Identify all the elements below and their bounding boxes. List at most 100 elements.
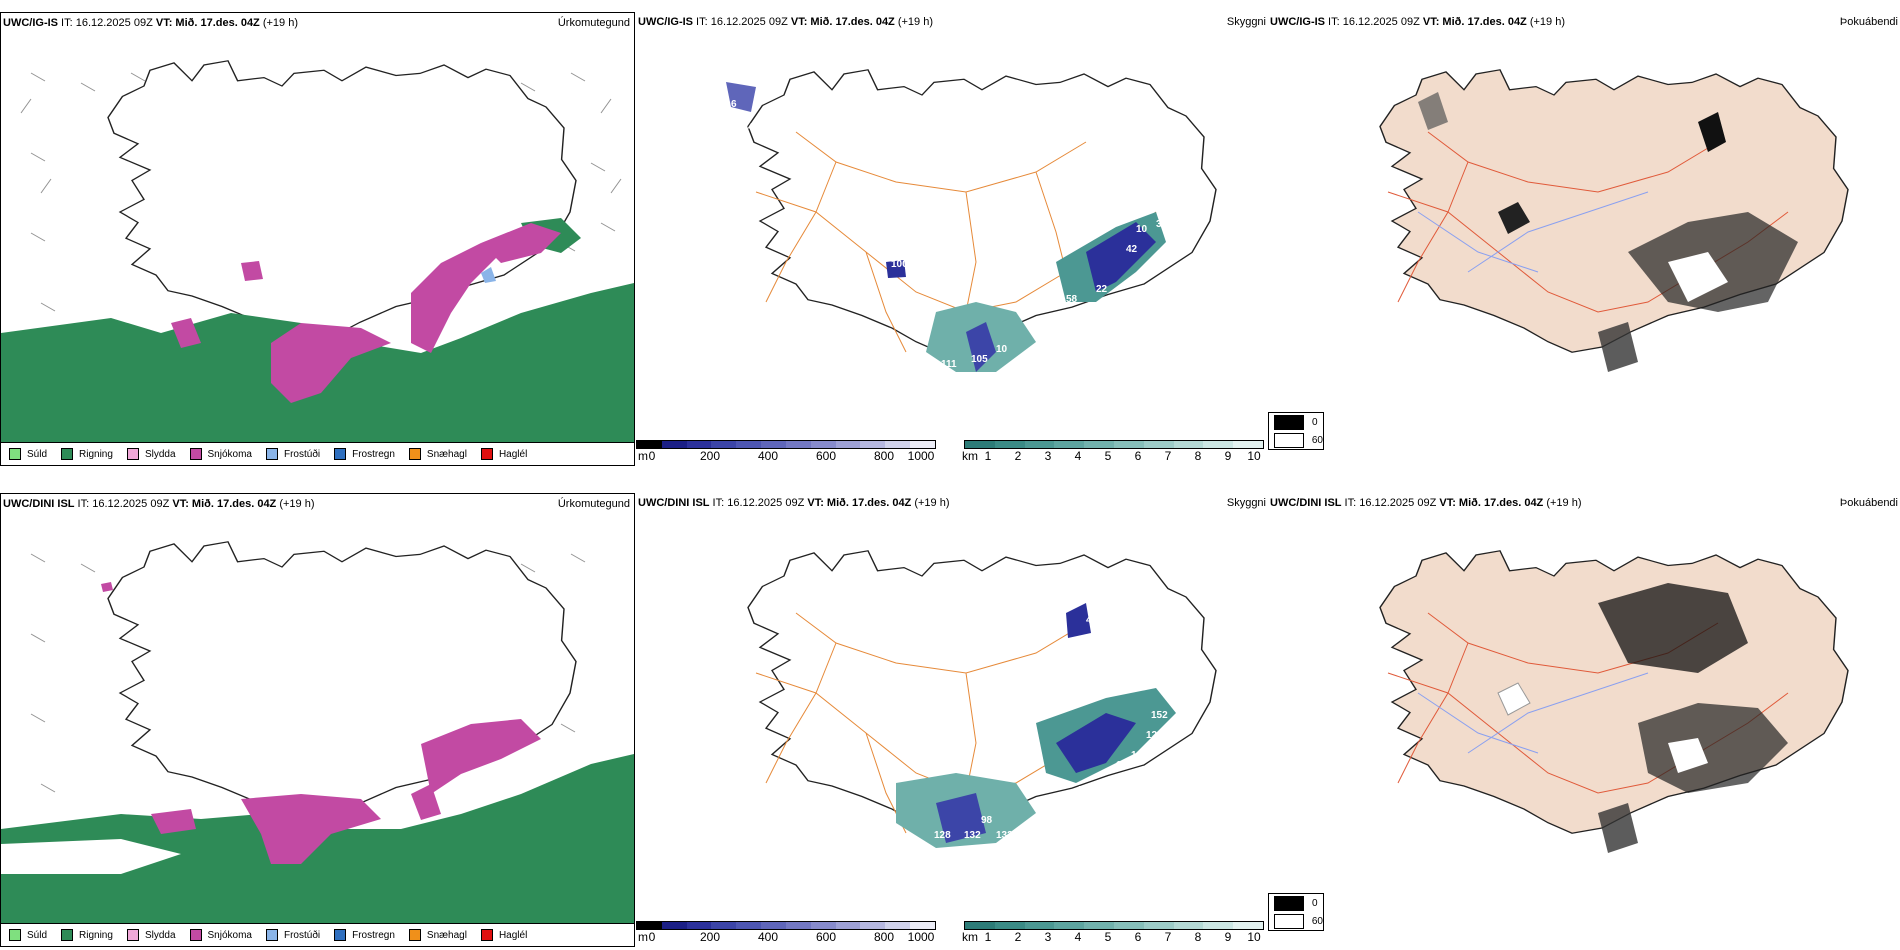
panel-header: UWC/DINI ISL IT: 16.12.2025 09Z VT: Mið.… <box>638 497 950 509</box>
visibility-value-label: 100 <box>891 259 908 270</box>
panel-header: UWC/DINI ISL IT: 16.12.2025 09Z VT: Mið.… <box>3 498 315 510</box>
visibility-value-label: 22 <box>1096 284 1108 295</box>
visibility-value-label: 111 <box>941 359 957 370</box>
visibility-value-label: 98 <box>981 815 993 826</box>
visibility-value-label: 203 <box>934 865 951 876</box>
visibility-tick: 6 <box>1134 449 1142 463</box>
visibility-tick: 7 <box>1164 449 1172 463</box>
panel-header: UWC/IG-IS IT: 16.12.2025 09Z VT: Mið. 17… <box>3 17 298 29</box>
ceiling-colorbar: m 0 200 400 600 800 1000 <box>636 440 936 463</box>
visibility-tick: 7 <box>1164 930 1172 944</box>
ceiling-unit: m <box>638 930 648 944</box>
ceiling-tick: 200 <box>699 449 721 463</box>
visibility-value-label: 128 <box>934 830 951 841</box>
fog-map <box>1379 550 1849 853</box>
panel-header: UWC/IG-IS IT: 16.12.2025 09Z VT: Mið. 17… <box>1270 16 1565 28</box>
visibility-panel-title: Skyggni <box>1226 497 1266 509</box>
ceiling-colorbar: m 0 200 400 600 800 1000 <box>636 921 936 944</box>
visibility-tick: 4 <box>1074 930 1082 944</box>
visibility-value-label: 20 <box>776 134 788 145</box>
visibility-value-label: 2 <box>946 234 952 245</box>
visibility-value-label: 162 <box>1131 750 1148 761</box>
legend-item-frostudi: Frostúði <box>265 448 320 460</box>
panel-header: UWC/IG-IS IT: 16.12.2025 09Z VT: Mið. 17… <box>638 16 933 28</box>
visibility-panel-title: Skyggni <box>1226 16 1266 28</box>
legend-item-slydda: Slydda <box>126 448 176 460</box>
legend-item-sudld: Súld <box>9 448 47 460</box>
visibility-tick: 10 <box>1247 930 1261 944</box>
precip-panel-title: Úrkomutegund <box>557 498 630 510</box>
visibility-map: 103 7262420100211101010424122583710105111… <box>724 69 1217 400</box>
ceiling-tick: 1000 <box>907 449 935 463</box>
fog-indicator-panel-igis: UWC/IG-IS IT: 16.12.2025 09Z VT: Mið. 17… <box>1268 12 1900 464</box>
visibility-tick: 8 <box>1194 930 1202 944</box>
visibility-value-label: 132 <box>964 830 981 841</box>
visibility-value-label: 122 <box>1146 730 1163 741</box>
visibility-colorbar-strip <box>964 440 1264 449</box>
ceiling-tick: 600 <box>815 449 837 463</box>
legend-item-rigning: Rigning <box>61 929 113 941</box>
legend-item-frostregn: Frostregn <box>334 929 395 941</box>
visibility-tick: 8 <box>1194 449 1202 463</box>
visibility-value-label: 4 <box>748 122 754 133</box>
visibility-value-label: 6 <box>731 99 737 110</box>
visibility-value-label: 84 <box>966 870 978 881</box>
precip-type-panel-dini: UWC/DINI ISL IT: 16.12.2025 09Z VT: Mið.… <box>0 493 635 947</box>
visibility-tick: 9 <box>1224 449 1232 463</box>
legend-item-snaehagl: Snæhagl <box>408 929 467 941</box>
visibility-value-label: 53 <box>998 845 1010 856</box>
visibility-tick: 1 <box>984 449 992 463</box>
legend-item-frostudi: Frostúði <box>265 929 320 941</box>
visibility-value-label: 10 <box>1136 224 1148 235</box>
ceiling-unit: m <box>638 449 648 463</box>
ceiling-tick: 400 <box>757 930 779 944</box>
fog-panel-title: Þokuábendi <box>1839 497 1898 509</box>
visibility-value-label: 152 <box>1151 710 1168 721</box>
visibility-value-label: 10 <box>1046 244 1058 255</box>
legend-item-rigning: Rigning <box>61 448 113 460</box>
visibility-tick: 2 <box>1014 930 1022 944</box>
visibility-tick: 3 <box>1044 930 1052 944</box>
ceiling-tick: 400 <box>757 449 779 463</box>
precip-map <box>1 60 634 443</box>
visibility-value-label: 64 <box>971 389 983 400</box>
visibility-tick: 10 <box>1247 449 1261 463</box>
ceiling-tick: 600 <box>815 930 837 944</box>
visibility-tick: 5 <box>1104 449 1112 463</box>
legend-item-sudld: Súld <box>9 929 47 941</box>
fog-map <box>1379 69 1849 372</box>
visibility-value-label: 84 <box>966 850 978 861</box>
fog-legend: 0 60 <box>1268 893 1324 931</box>
legend-item-hagel: Haglél <box>480 448 527 460</box>
fog-legend-label: 60 <box>1311 434 1323 446</box>
legend-item-hagel: Haglél <box>480 929 527 941</box>
visibility-colorbar: km 1 2 3 4 5 6 7 8 9 10 <box>962 440 1264 463</box>
ceiling-colorbar-strip <box>636 440 936 449</box>
fog-indicator-panel-dini: UWC/DINI ISL IT: 16.12.2025 09Z VT: Mið.… <box>1268 493 1900 945</box>
legend-item-snjokoma: Snjókoma <box>189 929 252 941</box>
fog-legend-label: 0 <box>1312 416 1318 428</box>
ceiling-tick: 800 <box>873 930 895 944</box>
visibility-panel-dini: UWC/DINI ISL IT: 16.12.2025 09Z VT: Mið.… <box>636 493 1268 945</box>
precip-map <box>1 541 634 924</box>
visibility-tick: 6 <box>1134 930 1142 944</box>
visibility-value-label: 4 <box>1086 615 1092 626</box>
visibility-value-label: 105 <box>971 354 988 365</box>
precip-panel-title: Úrkomutegund <box>557 17 630 29</box>
visibility-tick: 2 <box>1014 449 1022 463</box>
visibility-tick: 5 <box>1104 930 1112 944</box>
visibility-value-label: 137 <box>931 389 948 400</box>
visibility-value-label: 42 <box>1126 244 1138 255</box>
visibility-value-label: 37 <box>1156 219 1168 230</box>
visibility-colorbar-strip <box>964 921 1264 930</box>
visibility-value-label: 41 <box>1181 209 1193 220</box>
visibility-tick: 3 <box>1044 449 1052 463</box>
precip-type-legend: Súld Rigning Slydda Snjókoma Frostúði Fr… <box>1 923 634 946</box>
visibility-value-labels: 103 7262420100211101010424122583710105111… <box>724 74 1193 400</box>
legend-item-frostregn: Frostregn <box>334 448 395 460</box>
visibility-value-label: 10 <box>996 344 1008 355</box>
visibility-tick: 4 <box>1074 449 1082 463</box>
fog-legend: 0 60 <box>1268 412 1324 450</box>
visibility-value-label: 58 <box>1066 294 1078 305</box>
visibility-value-label: 47 <box>1076 785 1088 796</box>
